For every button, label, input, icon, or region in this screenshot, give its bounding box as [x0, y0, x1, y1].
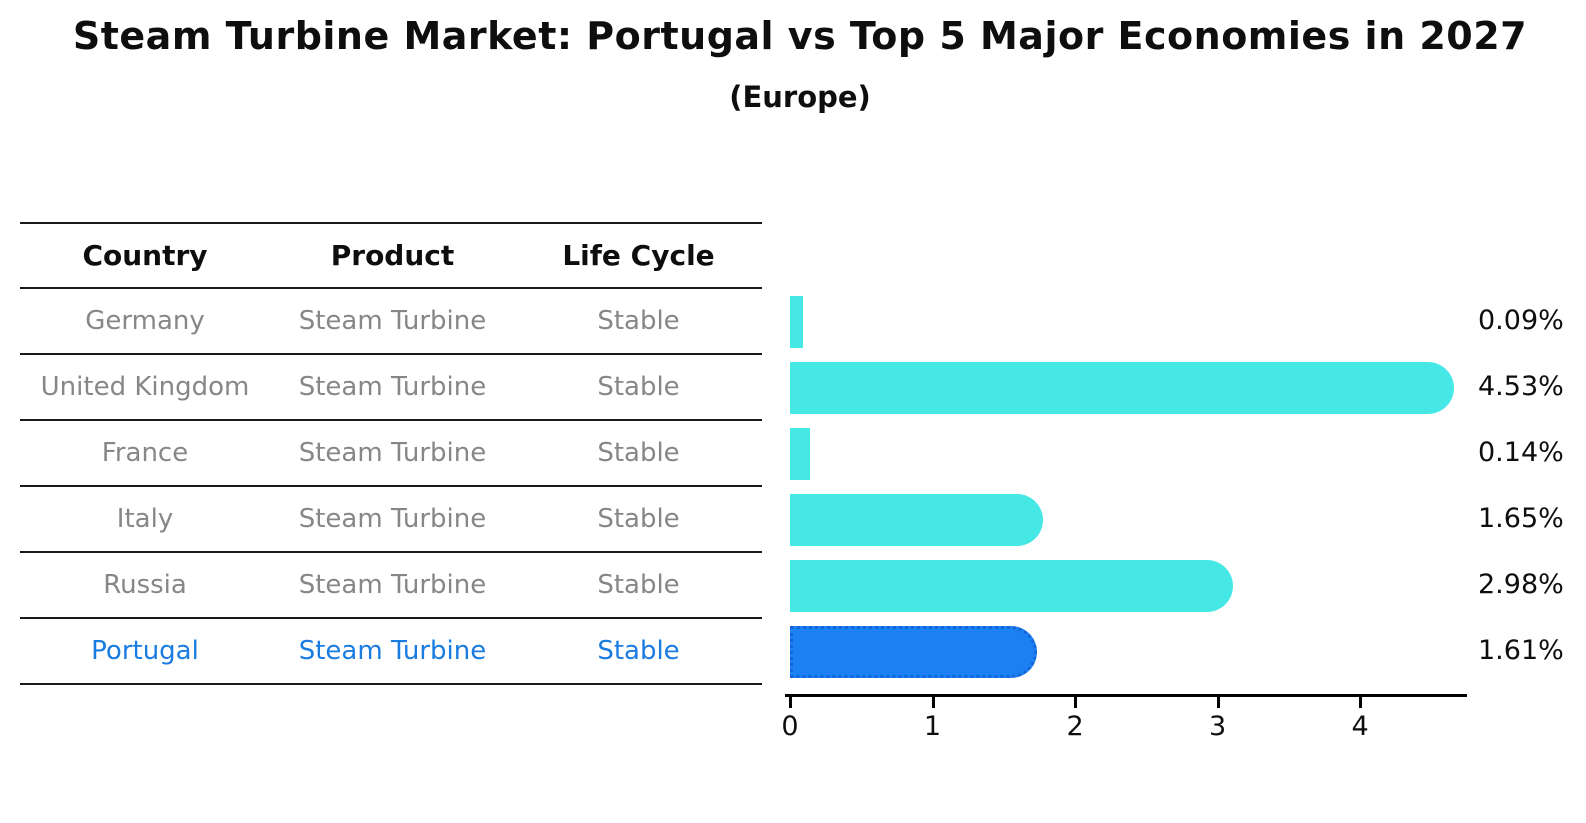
table-row: United Kingdom Steam Turbine Stable [20, 355, 762, 421]
country-cell: Germany [85, 306, 205, 336]
life-cycle-cell: Stable [597, 570, 680, 600]
bar-france [790, 428, 810, 480]
value-label: 0.09% [1478, 304, 1564, 336]
life-cycle-cell: Stable [597, 438, 680, 468]
table-row-highlighted: Portugal Steam Turbine Stable [20, 619, 762, 685]
life-cycle-cell: Stable [597, 504, 680, 534]
x-axis-tick [1359, 697, 1363, 708]
bar-russia [790, 560, 1233, 612]
bar-row [790, 287, 1467, 353]
value-label: 4.53% [1478, 370, 1564, 402]
value-labels: 0.09% 4.53% 0.14% 1.65% 2.98% 1.61% [1478, 287, 1586, 683]
value-label: 0.14% [1478, 436, 1564, 468]
product-cell: Steam Turbine [298, 372, 487, 402]
x-axis-tick-label: 3 [1208, 711, 1227, 742]
bar-italy [790, 494, 1044, 546]
x-axis-tick [1216, 697, 1220, 708]
country-cell: United Kingdom [40, 372, 250, 402]
table-row: Germany Steam Turbine Stable [20, 289, 762, 355]
x-axis-tick [1074, 697, 1078, 708]
table-row: Russia Steam Turbine Stable [20, 553, 762, 619]
product-cell: Steam Turbine [298, 438, 487, 468]
table-header-row: Country Product Life Cycle [20, 224, 762, 289]
x-axis-tick [789, 697, 792, 708]
table-row: Italy Steam Turbine Stable [20, 487, 762, 553]
bar-row [790, 617, 1467, 683]
value-label: 1.65% [1478, 502, 1564, 534]
bar-plot: 0 1 2 3 4 [781, 287, 1467, 742]
bar-row [790, 485, 1467, 551]
value-label: 2.98% [1478, 568, 1564, 600]
column-header-life-cycle: Life Cycle [562, 239, 715, 272]
country-table: Country Product Life Cycle Germany Steam… [20, 222, 762, 685]
chart-title: Steam Turbine Market: Portugal vs Top 5 … [72, 14, 1528, 58]
x-axis-tick-label: 0 [781, 711, 799, 742]
x-axis-tick-label: 2 [1066, 711, 1084, 742]
product-cell: Steam Turbine [298, 504, 487, 534]
x-axis-tick-label: 4 [1351, 711, 1369, 742]
country-cell: Portugal [91, 636, 199, 666]
country-cell: Italy [116, 504, 174, 534]
chart-subtitle: (Europe) [729, 80, 871, 114]
product-cell: Steam Turbine [298, 570, 487, 600]
x-axis-tick [931, 697, 935, 708]
bar-row [790, 353, 1467, 419]
column-header-product: Product [330, 239, 455, 272]
bar-portugal-highlighted [790, 626, 1038, 678]
product-cell: Steam Turbine [298, 636, 487, 666]
life-cycle-cell: Stable [597, 636, 680, 666]
x-axis-tick-label: 1 [923, 711, 942, 742]
bar-united-kingdom [790, 362, 1454, 414]
bar-row [790, 551, 1467, 617]
column-header-country: Country [82, 239, 208, 272]
x-axis-line [785, 694, 1467, 697]
life-cycle-cell: Stable [597, 372, 680, 402]
country-cell: Russia [103, 570, 187, 600]
bar-germany [790, 296, 803, 348]
table-row: France Steam Turbine Stable [20, 421, 762, 487]
bar-row [790, 419, 1467, 485]
country-cell: France [101, 438, 189, 468]
product-cell: Steam Turbine [298, 306, 487, 336]
value-label: 1.61% [1478, 634, 1564, 666]
life-cycle-cell: Stable [597, 306, 680, 336]
